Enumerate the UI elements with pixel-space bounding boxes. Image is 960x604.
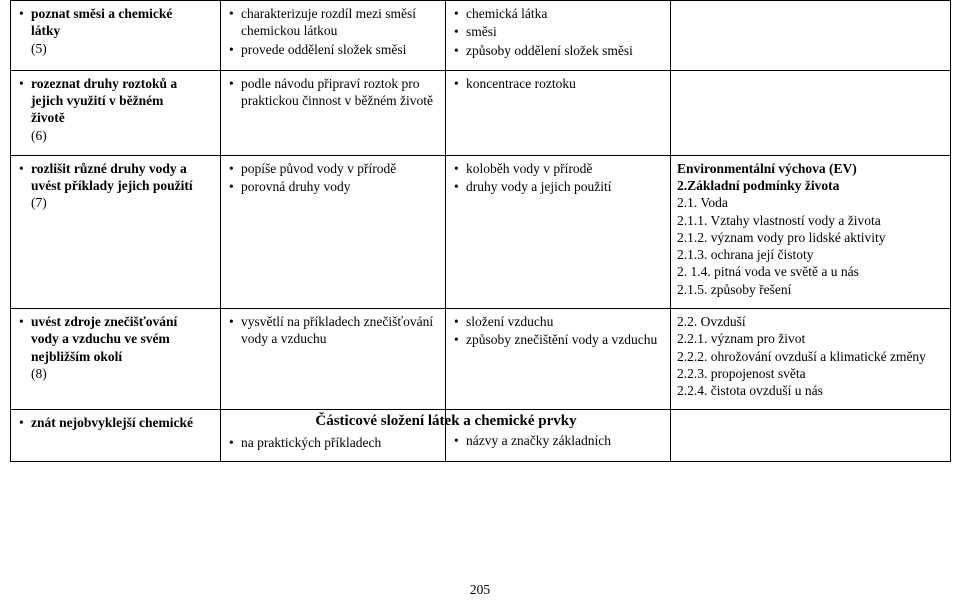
list-item: popíše původ vody v přírodě [241,160,439,177]
objective-cell: uvést zdroje znečišťování vody a vzduchu… [11,308,221,409]
objective-num: (5) [31,41,47,56]
list-item: chemická látka [466,5,664,22]
objective-num: (8) [31,366,47,381]
list-item: koncentrace roztoku [466,75,664,92]
crosslink-cell [671,410,951,461]
objective-item: rozeznat druhy roztoků a jejich využití … [31,75,214,144]
crosslink-line: 2.2.3. propojenost světa [677,366,806,381]
topic-cell: chemická látka směsi způsoby oddělení sl… [446,1,671,71]
objective-item: uvést zdroje znečišťování vody a vzduchu… [31,313,214,382]
outcome-cell: popíše původ vody v přírodě porovná druh… [221,155,446,308]
objective-item: rozlišit různé druhy vody a uvést příkla… [31,160,214,212]
objective-item: poznat směsi a chemické látky (5) [31,5,214,57]
objective-text: znát nejobvyklejší chemické [31,415,193,430]
objective-cell: poznat směsi a chemické látky (5) [11,1,221,71]
crosslink-cell [671,70,951,155]
list-item: směsi [466,23,664,40]
crosslink-line: Environmentální výchova (EV) [677,161,857,176]
list-item: provede oddělení složek směsi [241,41,439,58]
crosslink-line: 2.2.1. význam pro život [677,331,805,346]
objective-item: znát nejobvyklejší chemické [31,414,214,431]
crosslink-line: 2.Základní podmínky života [677,178,839,193]
page-number: 205 [0,582,960,598]
objective-text: rozlišit různé druhy vody a [31,161,187,176]
objective-text: nejbližším okolí [31,349,122,364]
list-item: složení vzduchu [466,313,664,330]
objective-text: uvést příklady jejich použití [31,178,193,193]
list-item: způsoby znečištění vody a vzduchu [466,331,664,348]
outcome-cell: Částicové složení látek a chemické prvky… [221,410,446,461]
objective-text: jejich využití v běžném [31,93,163,108]
crosslink-line: 2.2.2. ohrožování ovzduší a klimatické z… [677,349,926,364]
objective-text: uvést zdroje znečišťování [31,314,177,329]
objective-text: rozeznat druhy roztoků a [31,76,177,91]
crosslink-line: 2.2.4. čistota ovzduší u nás [677,383,823,398]
objective-text: látky [31,23,60,38]
section-title: Částicové složení látek a chemické prvky [221,410,671,431]
objective-text: poznat směsi a chemické [31,6,172,21]
objective-cell: rozeznat druhy roztoků a jejich využití … [11,70,221,155]
topic-cell: koncentrace roztoku [446,70,671,155]
outcome-cell: vysvětlí na příkladech znečišťování vody… [221,308,446,409]
objective-num: (6) [31,128,47,143]
outcome-cell: podle návodu připraví roztok pro praktic… [221,70,446,155]
crosslink-cell: 2.2. Ovzduší 2.2.1. význam pro život 2.2… [671,308,951,409]
crosslink-line: 2.1.5. způsoby řešení [677,282,791,297]
objective-text: životě [31,110,65,125]
crosslink-line: 2.1. Voda [677,195,728,210]
outcome-cell: charakterizuje rozdíl mezi směsí chemick… [221,1,446,71]
crosslink-cell [671,1,951,71]
list-item: koloběh vody v přírodě [466,160,664,177]
list-item: způsoby oddělení složek směsi [466,42,664,59]
objective-cell: rozlišit různé druhy vody a uvést příkla… [11,155,221,308]
list-item: na praktických příkladech [241,434,439,451]
crosslink-cell: Environmentální výchova (EV) 2.Základní … [671,155,951,308]
crosslink-line: 2.1.1. Vztahy vlastností vody a života [677,213,881,228]
topic-cell: složení vzduchu způsoby znečištění vody … [446,308,671,409]
crosslink-line: 2.2. Ovzduší [677,314,746,329]
curriculum-table: poznat směsi a chemické látky (5) charak… [10,0,951,462]
objective-text: vody a vzduchu ve svém [31,331,170,346]
list-item: názvy a značky základních [466,432,664,449]
list-item: podle návodu připraví roztok pro praktic… [241,75,439,110]
list-item: charakterizuje rozdíl mezi směsí chemick… [241,5,439,40]
list-item: druhy vody a jejich použití [466,178,664,195]
crosslink-line: 2.1.3. ochrana její čistoty [677,247,813,262]
objective-cell: znát nejobvyklejší chemické [11,410,221,461]
crosslink-line: 2.1.2. význam vody pro lidské aktivity [677,230,885,245]
topic-cell: koloběh vody v přírodě druhy vody a jeji… [446,155,671,308]
objective-num: (7) [31,195,47,210]
list-item: vysvětlí na příkladech znečišťování vody… [241,313,439,348]
crosslink-line: 2. 1.4. pitná voda ve světě a u nás [677,264,859,279]
list-item: porovná druhy vody [241,178,439,195]
